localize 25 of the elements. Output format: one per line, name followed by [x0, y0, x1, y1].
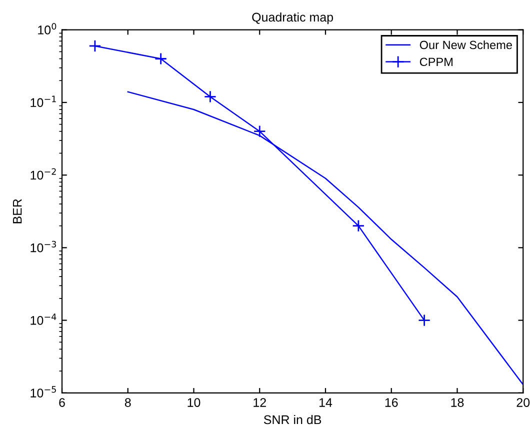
y-axis-title: BER — [13, 199, 22, 224]
point — [352, 220, 365, 232]
point — [204, 90, 216, 103]
x-tick-label: 12 — [254, 398, 266, 407]
y-tick-label: 10$^{−3}$ — [30, 240, 56, 252]
point — [253, 125, 266, 138]
x-tick-label: 18 — [451, 398, 464, 407]
x-tick-label: 16 — [385, 398, 398, 407]
legend-label: Our New Scheme — [420, 40, 512, 50]
x-tick-label: 6 — [59, 398, 65, 407]
y-tick-label: 10$^{−1}$ — [30, 96, 56, 108]
x-tick-label: 20 — [516, 398, 530, 407]
legend-label: CPPM — [420, 58, 452, 66]
point — [418, 314, 431, 327]
x-tick-label: 8 — [124, 398, 131, 407]
y-tick-label: 10$^{−4}$ — [30, 314, 56, 325]
y-tick-label: 10$^{0}$ — [38, 23, 56, 34]
x-tick-label: 10 — [188, 398, 200, 407]
y-tick-label: 10$^{−2}$ — [30, 168, 56, 180]
point — [154, 52, 168, 65]
x-tick-label: 14 — [320, 398, 332, 407]
x-axis-title: SNR in dB — [264, 414, 322, 424]
point — [88, 40, 102, 52]
y-tick-label: 10$^{−5}$ — [30, 386, 56, 398]
chart-title: Quadratic map — [252, 12, 334, 24]
